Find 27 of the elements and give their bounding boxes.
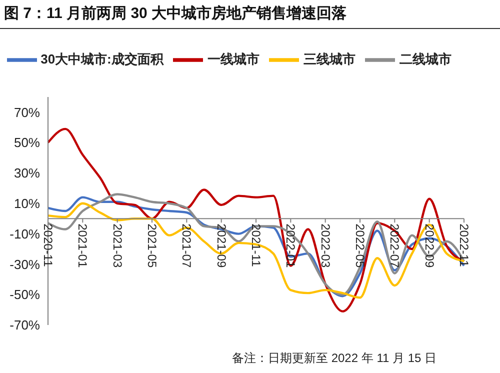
y-tick-label: -70%	[10, 318, 40, 333]
y-tick-label: 70%	[14, 104, 40, 120]
chart-title: 图 7：11 月前两周 30 大中城市房地产销售增速回落	[0, 0, 500, 29]
legend-label: 30大中城市:成交面积	[40, 51, 164, 66]
y-tick-label: 50%	[14, 135, 40, 150]
x-tick-label: 2021-03	[110, 224, 124, 268]
x-tick-label: 2021-07	[180, 224, 194, 268]
x-tick-label: 2022-03	[318, 224, 332, 268]
x-tick-label: 2022-05	[353, 224, 367, 268]
x-tick-label: 2022-09	[422, 224, 436, 268]
legend-label: 二线城市	[399, 51, 452, 66]
y-tick-label: -10%	[10, 226, 40, 242]
x-tick-label: 2021-05	[145, 224, 159, 268]
x-tick-label: 2022-11	[457, 224, 471, 268]
y-tick-label: -50%	[10, 287, 40, 302]
y-tick-label: -30%	[10, 256, 40, 272]
x-tick-label: 2021-09	[214, 224, 228, 268]
y-tick-label: 30%	[14, 166, 40, 181]
legend-label: 三线城市	[303, 51, 356, 66]
x-tick-label: 2022-07	[388, 224, 402, 268]
x-tick-label: 2021-11	[249, 224, 263, 268]
y-tick-label: 10%	[14, 196, 40, 212]
text: 备注：日期更新至 2022 年 11 月 15 日	[232, 350, 437, 367]
x-tick-label: 2022-01	[284, 224, 298, 268]
legend-label: 一线城市	[207, 51, 260, 66]
x-tick-label: 2020-11	[41, 224, 55, 268]
x-tick-label: 2021-01	[76, 224, 90, 268]
